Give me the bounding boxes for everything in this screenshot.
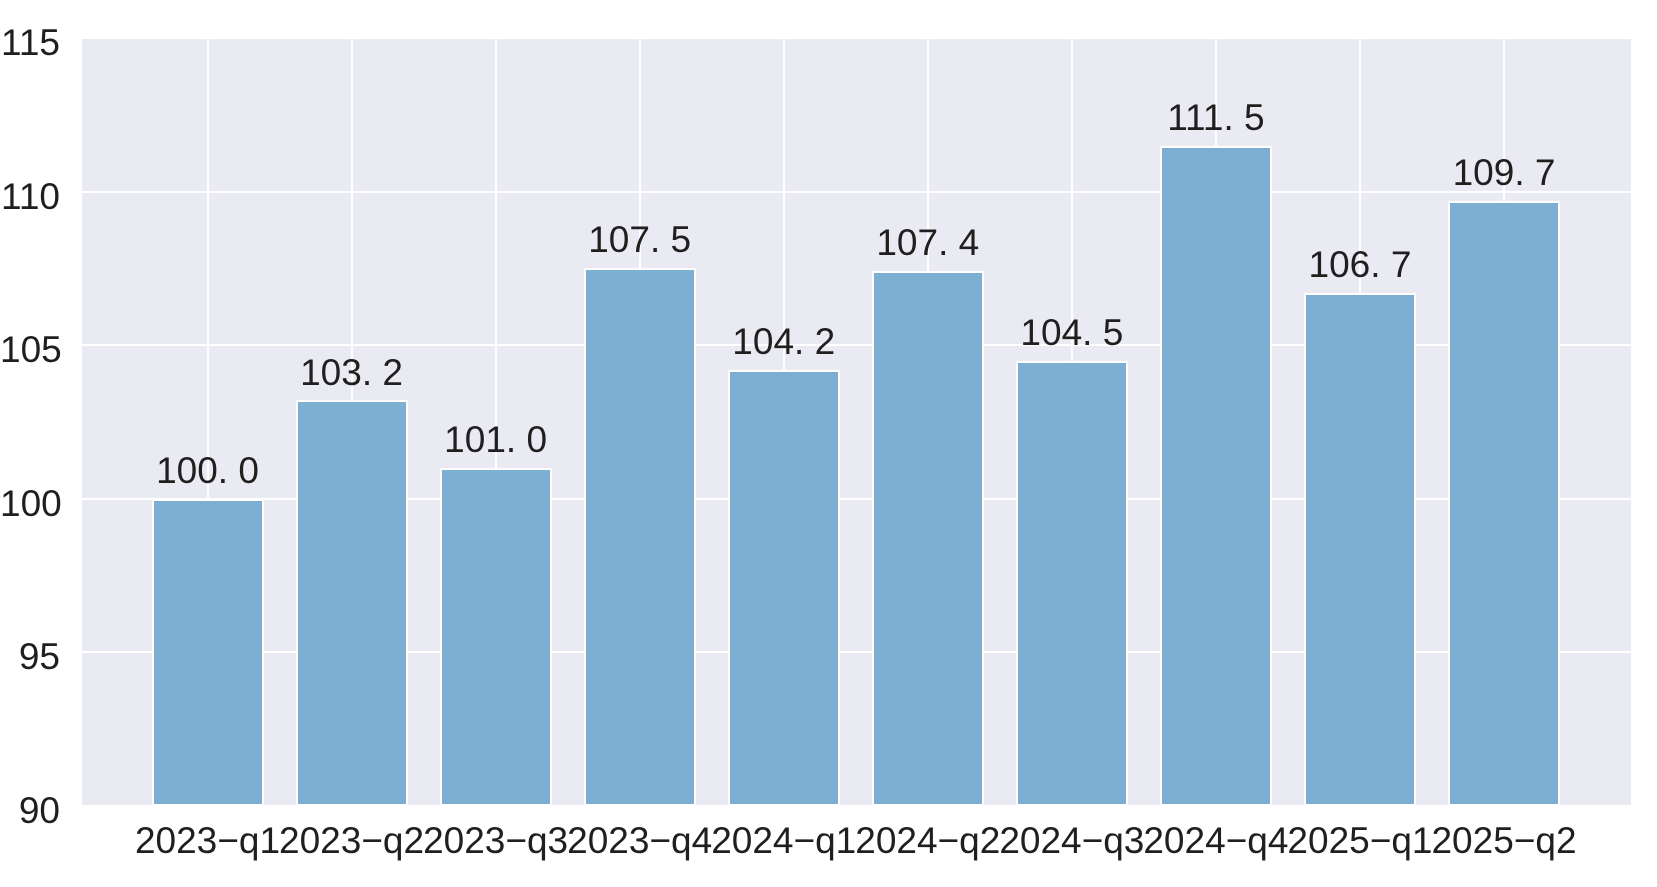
bar-value-label: 104. 2	[732, 320, 836, 362]
bar	[1015, 360, 1128, 806]
h-gridline	[82, 497, 1631, 500]
bar	[1303, 292, 1416, 806]
y-tick-label: 90	[18, 790, 60, 831]
h-gridline	[82, 805, 1631, 807]
bar	[1448, 200, 1561, 806]
bar-value-label: 100. 0	[156, 449, 259, 491]
x-tick-label: 2024−q4	[1143, 820, 1289, 861]
x-tick-label: 2025−q1	[1287, 820, 1433, 861]
y-tick-label: 100	[0, 482, 62, 524]
h-gridline	[82, 344, 1631, 347]
x-tick-label: 2024−q2	[855, 820, 1001, 861]
plot-area: 100. 0 103. 2 101. 0 107. 5 104. 2 107. 4 104.…	[82, 37, 1631, 807]
bar-value-label: 101. 0	[444, 419, 548, 461]
bar-value-label: 109. 7	[1452, 151, 1556, 193]
x-tick-label: 2024−q3	[999, 820, 1145, 861]
bar-value-label: 103. 2	[300, 351, 403, 393]
x-tick-label: 2023−q4	[567, 820, 713, 861]
h-gridline	[82, 651, 1631, 654]
bar-value-label: 107. 5	[588, 219, 692, 261]
v-gridline	[494, 38, 497, 806]
y-tick-label: 110	[1, 175, 60, 217]
bar	[727, 369, 840, 806]
v-gridline	[206, 38, 209, 806]
h-gridline	[82, 37, 1631, 39]
bar	[439, 468, 552, 806]
bar	[295, 400, 408, 806]
bar	[871, 271, 984, 806]
bar-value-label: 111. 5	[1167, 96, 1265, 138]
bar-value-label: 106. 7	[1308, 243, 1412, 285]
x-tick-label: 2025−q2	[1431, 820, 1577, 861]
bar	[1159, 145, 1272, 806]
bar	[151, 498, 264, 806]
x-tick-label: 2024−q1	[711, 820, 857, 861]
x-tick-label: 2023−q2	[279, 820, 425, 861]
h-gridline	[82, 190, 1631, 193]
bar-value-label: 104. 5	[1020, 311, 1124, 353]
x-tick-label: 2023−q1	[134, 820, 281, 861]
bar-value-label: 107. 4	[876, 222, 980, 264]
y-tick-label: 105	[0, 329, 62, 371]
bar	[583, 268, 696, 806]
y-tick-label: 115	[1, 22, 60, 63]
x-tick-label: 2023−q3	[423, 820, 569, 861]
y-tick-label: 95	[18, 636, 60, 678]
